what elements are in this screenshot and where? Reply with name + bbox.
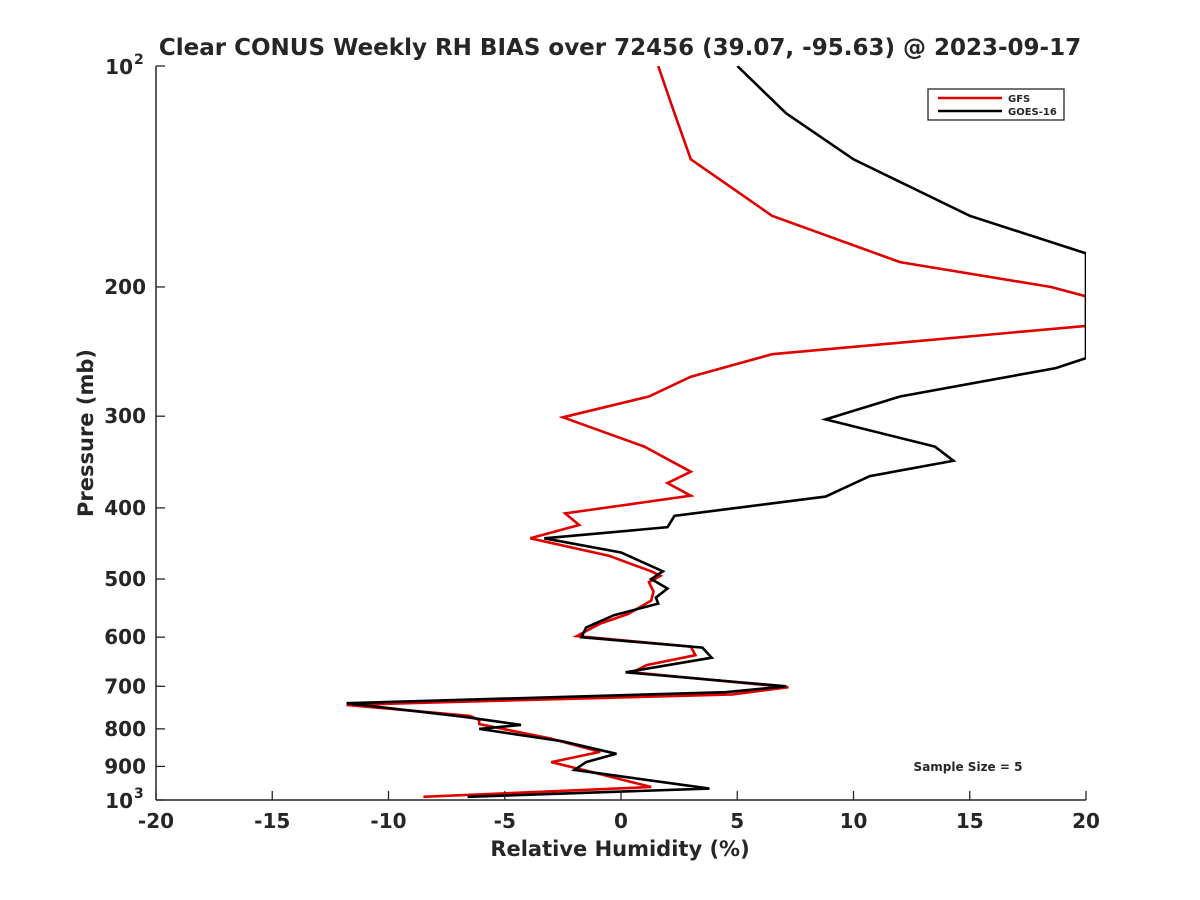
x-tick-label: -10: [370, 809, 406, 833]
y-tick-label: 200: [104, 275, 146, 299]
y-bottom-tick-label: 10: [105, 789, 133, 813]
x-tick-label: 15: [956, 809, 984, 833]
chart-title: Clear CONUS Weekly RH BIAS over 72456 (3…: [159, 35, 1081, 61]
y-tick-label: 300: [104, 404, 146, 428]
y-tick-label: 700: [104, 674, 146, 698]
x-tick-label: 0: [614, 809, 628, 833]
legend: GFS GOES-16: [927, 88, 1065, 121]
series-layer: [346, 66, 1086, 799]
legend-label-goes-16: GOES-16: [1008, 107, 1057, 118]
y-tick-label: 500: [104, 567, 146, 591]
y-tick-label: 600: [104, 625, 146, 649]
y-tick-label: 400: [104, 496, 146, 520]
x-axis-label: Relative Humidity (%): [490, 837, 749, 861]
x-tick-label: -15: [254, 809, 290, 833]
legend-label-gfs: GFS: [1008, 94, 1030, 105]
y-top-tick-label: 10: [105, 55, 133, 79]
x-tick-label: -5: [494, 809, 516, 833]
x-tick-label: 10: [840, 809, 868, 833]
axes-layer: -20 -15 -10 -5 0 5 10 15 20 200 300 400 500 600 700 800…: [104, 52, 1100, 833]
y-tick-label: 900: [104, 754, 146, 778]
y-top-tick-exponent: 2: [134, 52, 144, 68]
legend-box: [927, 88, 1065, 121]
series-line-goes-16: [346, 66, 1086, 799]
y-bottom-tick-exponent: 3: [134, 786, 144, 802]
x-tick-label: 5: [730, 809, 744, 833]
sample-size-annotation: Sample Size = 5: [914, 760, 1023, 774]
y-axis-label: Pressure (mb): [74, 349, 98, 517]
x-tick-label: 20: [1072, 809, 1100, 833]
y-tick-label: 800: [104, 717, 146, 741]
x-tick-label: -20: [138, 809, 174, 833]
